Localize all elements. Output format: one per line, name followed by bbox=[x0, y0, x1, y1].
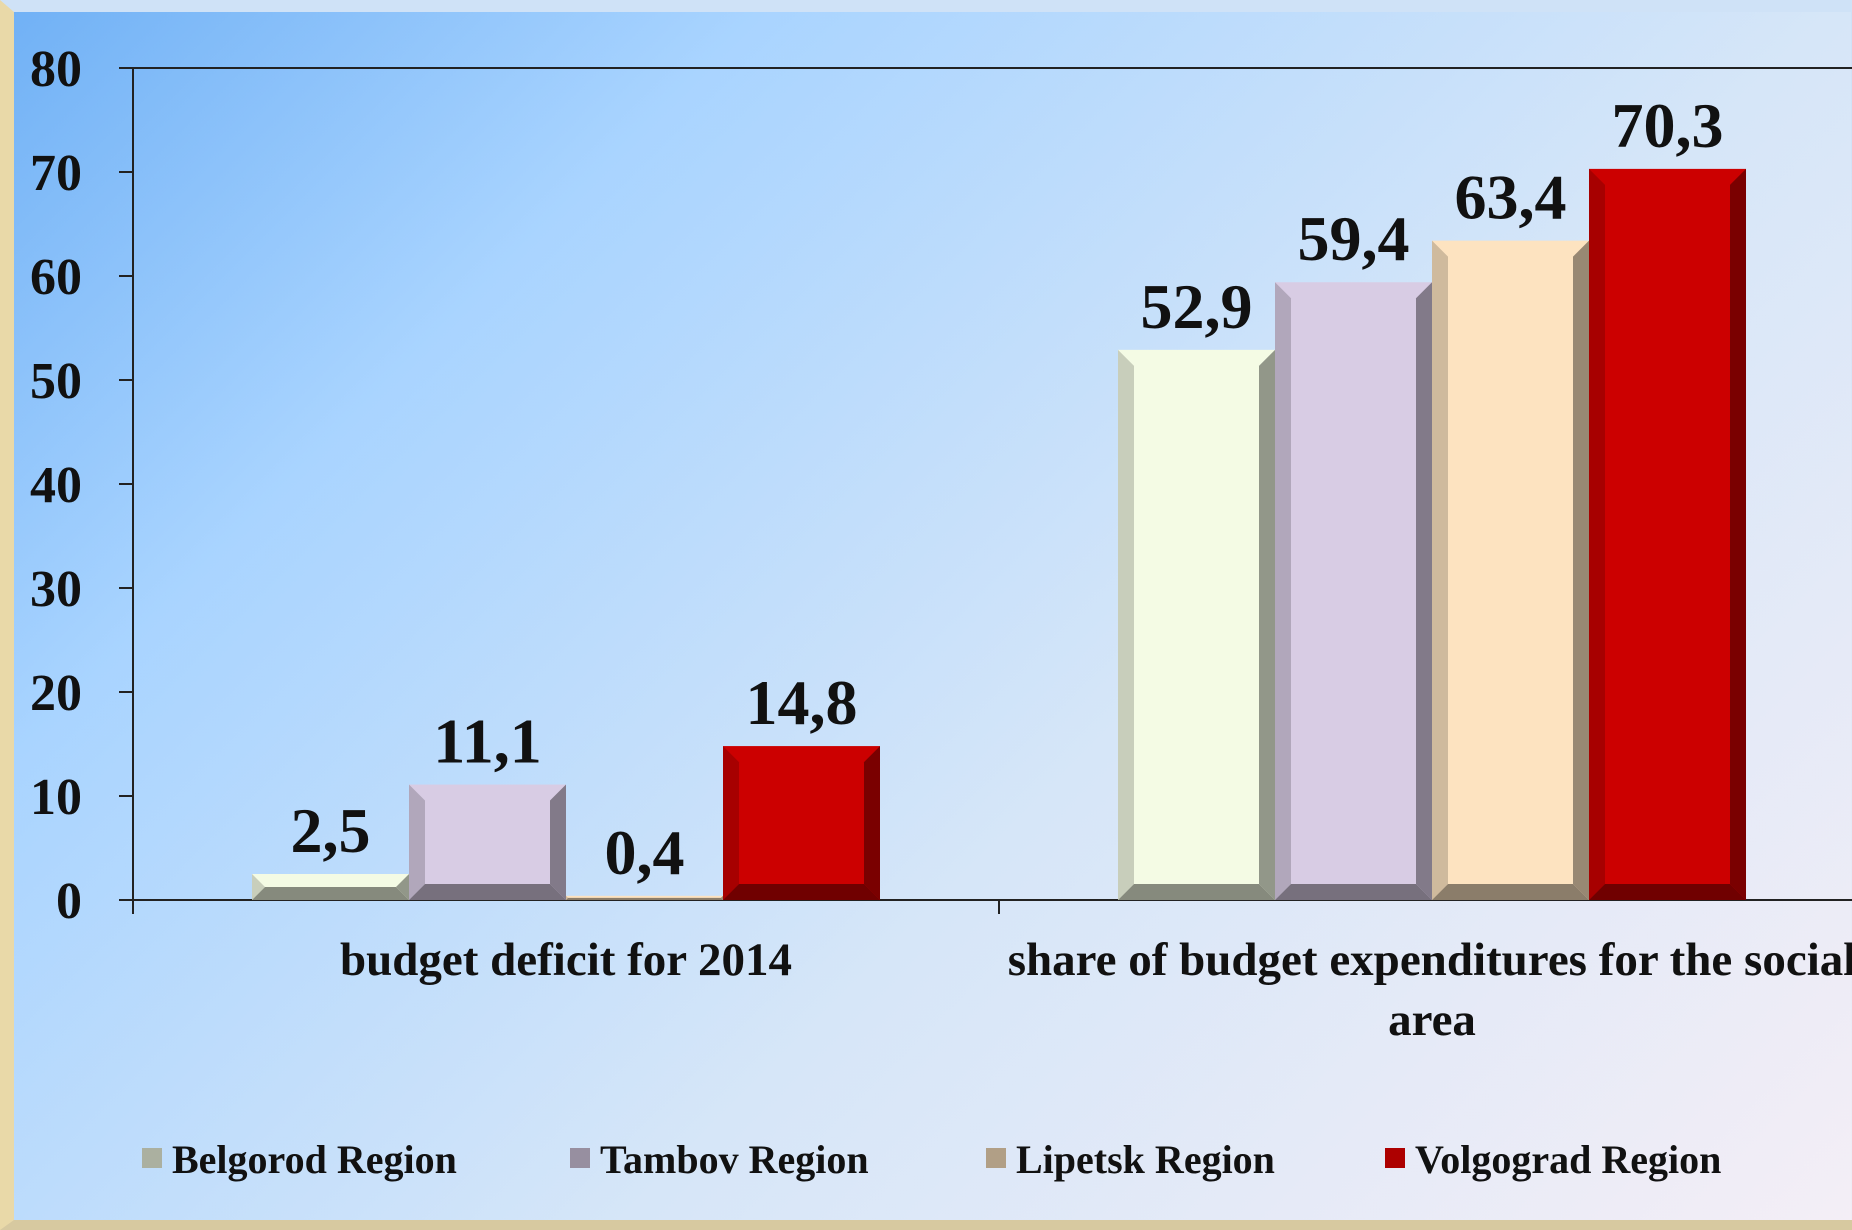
bar-bevel bbox=[1589, 168, 1605, 900]
legend-label: Belgorod Region bbox=[172, 1137, 457, 1182]
data-label: 14,8 bbox=[746, 667, 858, 738]
bar-bevel bbox=[252, 874, 265, 900]
y-tick-label: 40 bbox=[30, 457, 82, 514]
legend-label: Lipetsk Region bbox=[1016, 1137, 1275, 1182]
legend-swatch bbox=[1385, 1148, 1405, 1168]
bar bbox=[1275, 282, 1432, 900]
data-label: 11,1 bbox=[433, 706, 541, 777]
y-tick-label: 50 bbox=[30, 353, 82, 410]
bar-bevel bbox=[1275, 282, 1291, 900]
y-tick-label: 70 bbox=[30, 145, 82, 202]
bar-bevel bbox=[723, 884, 880, 900]
data-label: 2,5 bbox=[291, 795, 371, 866]
legend-swatch bbox=[570, 1148, 590, 1168]
y-tick-label: 0 bbox=[56, 873, 82, 930]
bar-bevel bbox=[550, 784, 566, 900]
bar-bevel bbox=[566, 895, 569, 900]
y-tick-label: 80 bbox=[30, 41, 82, 98]
bar-bevel bbox=[1118, 884, 1275, 900]
bar bbox=[409, 784, 566, 900]
bar bbox=[1589, 168, 1746, 900]
bar-bevel bbox=[1573, 240, 1589, 900]
bar-bevel bbox=[1259, 349, 1275, 901]
legend-swatch bbox=[986, 1148, 1006, 1168]
data-label: 0,4 bbox=[605, 817, 685, 888]
bar-bevel bbox=[723, 746, 739, 900]
bar-bevel bbox=[1416, 282, 1432, 900]
bar-bevel bbox=[566, 897, 723, 900]
legend-label: Tambov Region bbox=[600, 1137, 869, 1182]
bar-bevel bbox=[409, 884, 566, 900]
data-label: 59,4 bbox=[1298, 203, 1410, 274]
bar-bevel bbox=[1118, 349, 1134, 901]
bar-bevel bbox=[720, 895, 723, 900]
bar-bevel bbox=[1432, 884, 1589, 900]
bar-bevel bbox=[409, 784, 425, 900]
bar bbox=[1118, 349, 1275, 901]
legend-swatch bbox=[142, 1148, 162, 1168]
bar-bevel bbox=[864, 746, 880, 900]
bar-bevel bbox=[1589, 884, 1746, 900]
data-label: 63,4 bbox=[1455, 162, 1567, 233]
bar-bevel bbox=[1432, 240, 1448, 900]
x-tick-label: budget deficit for 2014 bbox=[339, 934, 793, 986]
data-label: 52,9 bbox=[1141, 271, 1253, 342]
y-tick-label: 10 bbox=[30, 769, 82, 826]
bar-bevel bbox=[396, 874, 409, 900]
bar-bevel bbox=[252, 887, 409, 900]
y-tick-label: 60 bbox=[30, 249, 82, 306]
y-tick-label: 30 bbox=[30, 561, 82, 618]
y-tick-label: 20 bbox=[30, 665, 82, 722]
bar bbox=[1432, 240, 1589, 900]
x-tick-label: share of budget expenditures for the soc… bbox=[1007, 934, 1852, 1046]
bar bbox=[723, 746, 880, 900]
bar-bevel bbox=[1730, 168, 1746, 900]
data-label: 70,3 bbox=[1612, 90, 1724, 161]
legend-label: Volgograd Region bbox=[1415, 1137, 1721, 1182]
bar-bevel bbox=[1275, 884, 1432, 900]
